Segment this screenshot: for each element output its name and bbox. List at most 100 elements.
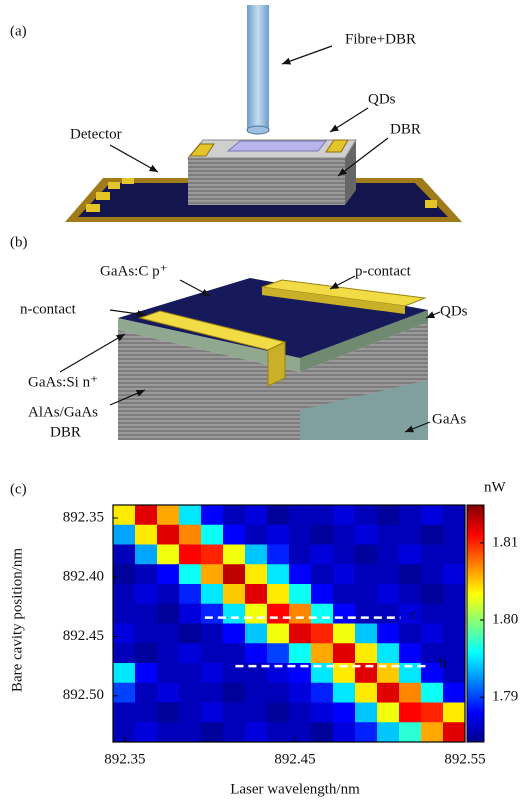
- heat-cell: [311, 564, 334, 584]
- heat-cell: [157, 505, 180, 525]
- heat-cell: [223, 703, 246, 723]
- heat-cell: [245, 505, 268, 525]
- colorbar-tick-label: 1.81: [492, 534, 518, 550]
- heat-cell: [113, 703, 136, 723]
- heat-cell: [223, 624, 246, 644]
- heat-cell: [311, 703, 334, 723]
- callout: n-contact: [20, 301, 77, 317]
- heat-cell: [267, 525, 290, 545]
- heat-cell: [333, 525, 356, 545]
- heat-cell: [245, 525, 268, 545]
- heat-cell: [333, 703, 356, 723]
- chip-front: [188, 158, 345, 205]
- heat-cell: [157, 624, 180, 644]
- heat-cell: [223, 564, 246, 584]
- heat-cell: [443, 525, 466, 545]
- heat-cell: [289, 584, 312, 604]
- heat-cell: [245, 545, 268, 565]
- heat-cell: [421, 545, 444, 565]
- heat-cell: [223, 505, 246, 525]
- arrow: [330, 276, 355, 289]
- pad: [122, 178, 134, 184]
- heat-cell: [289, 643, 312, 663]
- heat-cell: [179, 604, 202, 624]
- heat-cell: [201, 683, 224, 703]
- heat-cell: [399, 722, 422, 742]
- heat-cell: [399, 505, 422, 525]
- heat-cell: [377, 564, 400, 584]
- arrow: [282, 46, 332, 64]
- heat-cell: [201, 525, 224, 545]
- heat-cell: [223, 722, 246, 742]
- heat-cell: [223, 643, 246, 663]
- heat-cell: [201, 604, 224, 624]
- heat-cell: [157, 564, 180, 584]
- heat-cell: [289, 505, 312, 525]
- heat-cell: [267, 564, 290, 584]
- heat-cell: [179, 505, 202, 525]
- heat-cell: [135, 604, 158, 624]
- heat-cell: [267, 722, 290, 742]
- heat-cell: [377, 505, 400, 525]
- arrow: [330, 108, 368, 132]
- heat-cell: [443, 564, 466, 584]
- heat-cell: [333, 722, 356, 742]
- heat-cell: [289, 624, 312, 644]
- heat-cell: [311, 525, 334, 545]
- heat-cell: [355, 643, 378, 663]
- arrow: [180, 280, 210, 296]
- heat-cell: [179, 525, 202, 545]
- heat-cell: [245, 624, 268, 644]
- heat-cell: [421, 722, 444, 742]
- y-axis-title: Bare cavity position/nm: [9, 548, 25, 692]
- heat-cell: [333, 564, 356, 584]
- heat-cell: [267, 703, 290, 723]
- heat-cell: [377, 703, 400, 723]
- heat-cell: [135, 643, 158, 663]
- annotation-label: b: [439, 656, 447, 672]
- heat-cell: [289, 545, 312, 565]
- heat-cell: [157, 722, 180, 742]
- fibre: [247, 5, 269, 130]
- heat-cell: [289, 722, 312, 742]
- heat-cell: [421, 624, 444, 644]
- figure: (a) Fibre+DBR QDs DBR Detector (b) GaAs:…: [0, 0, 525, 805]
- heat-cell: [135, 564, 158, 584]
- heat-cell: [421, 604, 444, 624]
- heat-cell: [443, 584, 466, 604]
- heat-cell: [201, 545, 224, 565]
- heat-cell: [377, 545, 400, 565]
- heat-cell: [399, 564, 422, 584]
- heat-cell: [355, 505, 378, 525]
- colorbar-tick-label: 1.80: [492, 611, 518, 627]
- callout: QDs: [368, 91, 396, 107]
- heat-cell: [113, 545, 136, 565]
- heat-cell: [333, 584, 356, 604]
- heat-cell: [113, 564, 136, 584]
- heat-cell: [113, 624, 136, 644]
- annotation-label: c: [410, 607, 417, 623]
- heat-cell: [157, 584, 180, 604]
- heat-cell: [157, 683, 180, 703]
- heat-cell: [157, 604, 180, 624]
- heat-cell: [113, 643, 136, 663]
- heat-cell: [377, 604, 400, 624]
- heat-cell: [311, 545, 334, 565]
- heat-cell: [135, 683, 158, 703]
- heat-cell: [443, 703, 466, 723]
- heat-cell: [113, 584, 136, 604]
- heat-cell: [399, 545, 422, 565]
- heat-cell: [333, 624, 356, 644]
- heat-cell: [377, 624, 400, 644]
- heat-cell: [201, 624, 224, 644]
- heat-cell: [179, 663, 202, 683]
- heat-cell: [245, 703, 268, 723]
- qd-layer: [228, 141, 326, 151]
- heat-cell: [135, 525, 158, 545]
- heat-cell: [267, 683, 290, 703]
- heat-cell: [267, 505, 290, 525]
- heat-cell: [113, 604, 136, 624]
- heat-cell: [245, 564, 268, 584]
- heat-cell: [201, 663, 224, 683]
- y-tick-label: 892.35: [63, 509, 104, 525]
